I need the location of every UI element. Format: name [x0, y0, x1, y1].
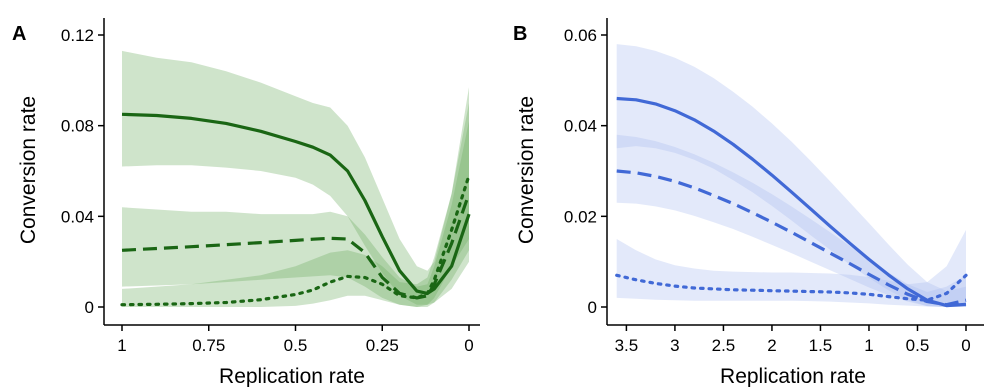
- panel-a-x-axis-title: Replication rate: [219, 365, 365, 387]
- panel-a-y-tick-label: 0: [85, 298, 94, 317]
- panel-b-confidence-bands: [616, 44, 966, 307]
- panel-a-ticks: 1 0.75 0.5 0.25 0 0 0.04 0.08 0.12: [61, 26, 474, 355]
- panel-b-y-tick-label: 0.04: [564, 117, 597, 136]
- panel-b-axes: [606, 18, 984, 326]
- panel-a-y-axis-title: Conversion rate: [17, 96, 40, 244]
- panel-b-y-tick-label: 0.02: [564, 207, 597, 226]
- panel-b-x-tick-label: 3: [670, 336, 679, 355]
- panel-a-x-tick-label: 1: [117, 336, 126, 355]
- panel-a-y-tick-label: 0.12: [61, 26, 94, 45]
- panel-a: A 1 0.75 0.5 0.25 0 0 0.04 0.08 0.12 Replication…: [12, 18, 480, 387]
- panel-b-y-tick-label: 0.06: [564, 26, 597, 45]
- panel-a-line-dotted: [120, 173, 471, 307]
- panel-a-x-tick-label: 0: [464, 336, 473, 355]
- panel-b-band-solid: [616, 44, 966, 307]
- panel-b-line-dotted: [615, 273, 968, 302]
- panel-a-band-solid: [122, 50, 469, 305]
- panel-b-y-axis-title: Conversion rate: [515, 96, 538, 244]
- panel-b-lines: [615, 96, 968, 308]
- panel-a-tag: A: [12, 23, 26, 45]
- panel-a-band-dashed: [122, 121, 469, 307]
- panel-a-lines: [120, 112, 471, 307]
- panel-b-band-dashed: [616, 134, 966, 307]
- panel-b-line-dashed: [616, 169, 967, 307]
- panel-b: B 3.5 3 2.5 2 1.5 1 0.5 0 0 0.02 0.04 0.06 Replicat…: [513, 18, 984, 387]
- panel-b-x-tick-label: 1: [864, 336, 873, 355]
- panel-a-confidence-bands: [122, 50, 469, 307]
- panel-b-x-tick-label: 0: [961, 336, 970, 355]
- panel-a-x-tick-label: 0.5: [284, 336, 308, 355]
- panel-b-x-axis-title: Replication rate: [720, 365, 866, 387]
- panel-b-x-tick-label: 2.5: [712, 336, 736, 355]
- panel-a-x-tick-label: 0.25: [366, 336, 399, 355]
- panel-b-line-solid: [616, 96, 967, 308]
- panel-a-y-tick-label: 0.08: [61, 117, 94, 136]
- panel-a-axes: [103, 18, 480, 326]
- panel-b-x-tick-label: 0.5: [906, 336, 930, 355]
- panel-b-y-tick-label: 0: [588, 298, 597, 317]
- panel-a-y-tick-label: 0.04: [61, 207, 94, 226]
- panel-a-line-dashed: [121, 193, 471, 300]
- panel-b-ticks: 3.5 3 2.5 2 1.5 1 0.5 0 0 0.02 0.04 0.06: [564, 26, 971, 355]
- panel-b-x-tick-label: 1.5: [809, 336, 833, 355]
- panel-b-x-tick-label: 3.5: [615, 336, 639, 355]
- panel-a-x-tick-label: 0.75: [192, 336, 225, 355]
- panel-b-tag: B: [513, 23, 527, 45]
- panel-b-x-tick-label: 2: [767, 336, 776, 355]
